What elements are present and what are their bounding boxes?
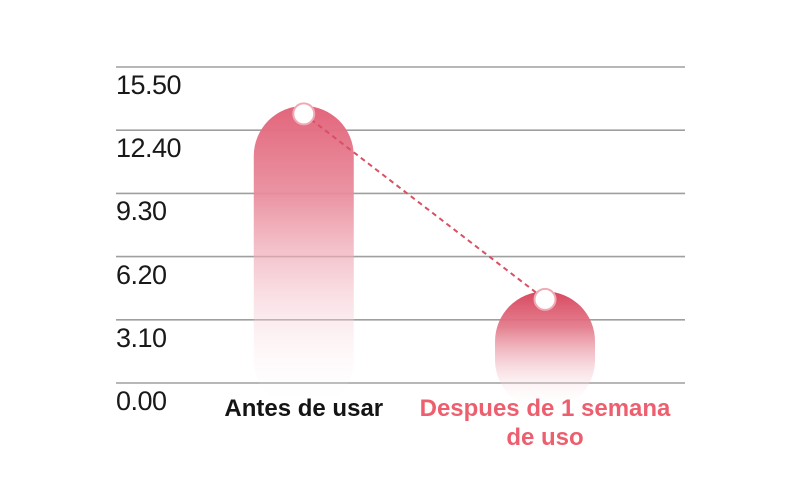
y-tick-label: 3.10 (116, 322, 167, 353)
y-tick-label: 15.50 (116, 70, 182, 100)
value-marker (533, 287, 557, 311)
bar-capsule (495, 291, 596, 410)
y-tick-label: 12.40 (116, 133, 182, 164)
x-axis-label: Antes de usar (224, 395, 384, 422)
y-tick-label: 0.00 (116, 386, 167, 416)
y-tick-label: 9.30 (116, 196, 167, 227)
trend-connector-line (303, 113, 546, 301)
x-axis-label: Despues de 1 semana de uso (419, 395, 671, 451)
bar-capsule (253, 105, 354, 410)
value-marker (292, 102, 316, 126)
y-tick-label: 6.20 (116, 259, 167, 290)
